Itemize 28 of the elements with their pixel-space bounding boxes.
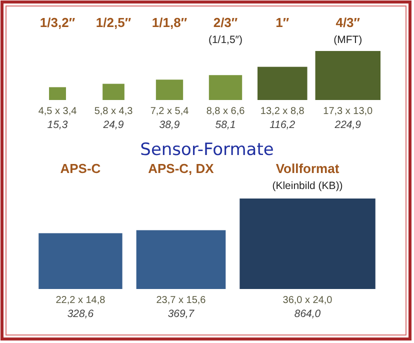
text: 17,3 x 13,0	[323, 106, 373, 117]
data-label: 116,2	[270, 119, 296, 131]
data-label: 369,7	[168, 308, 196, 320]
data-label: 58,1	[215, 119, 236, 131]
category-label: 1/1,8″	[152, 15, 188, 30]
text: 4,5 x 3,4	[38, 106, 77, 117]
data-label: 864,0	[294, 308, 321, 320]
category-label: Vollformat (Kleinbild (KB))	[272, 161, 343, 192]
data-label: 224,9	[334, 119, 362, 131]
text: 23,7 x 15,6	[156, 295, 206, 306]
text: 5,8 x 4,3	[94, 106, 133, 117]
text: 36,0 x 24,0	[282, 295, 332, 306]
data-label: 15,3	[47, 119, 68, 131]
text: 13,2 x 8,8	[260, 106, 304, 117]
category-label: 2/3″ (1/1,5″)	[208, 15, 243, 46]
category-label: APS-C, DX	[148, 161, 214, 176]
text: 22,2 x 14,8	[56, 295, 106, 306]
category-label: 1/3,2″	[40, 15, 76, 30]
data-label: 328,6	[67, 308, 94, 320]
category-label: 4/3″ (MFT)	[334, 15, 362, 46]
category-label: 1/2,5″	[96, 15, 132, 30]
text: Sensor-Formate	[140, 140, 274, 160]
text: 8,8 x 6,6	[206, 106, 245, 117]
data-label: 38,9	[159, 119, 180, 131]
data-label: 24,9	[102, 119, 124, 131]
category-label: APS-C	[60, 161, 102, 176]
category-label: 1″	[276, 15, 290, 30]
text: 7,2 x 5,4	[150, 106, 189, 117]
